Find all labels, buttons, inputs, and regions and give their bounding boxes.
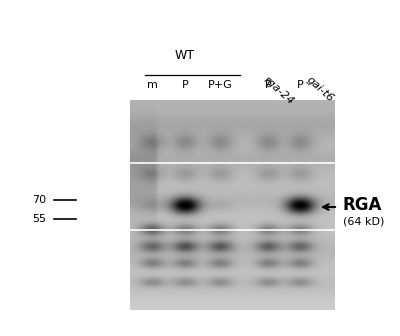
Text: (64 kD): (64 kD) <box>343 216 384 226</box>
Text: P: P <box>182 80 188 90</box>
Text: RGA: RGA <box>342 196 381 214</box>
Text: rga-24: rga-24 <box>262 75 296 107</box>
Text: P+G: P+G <box>208 80 232 90</box>
Text: m: m <box>146 80 158 90</box>
Text: 55: 55 <box>32 214 46 224</box>
Text: P: P <box>265 80 271 90</box>
Text: gai-t6: gai-t6 <box>305 75 336 104</box>
Text: 70: 70 <box>32 195 46 205</box>
Text: P: P <box>297 80 303 90</box>
Text: WT: WT <box>175 49 195 62</box>
